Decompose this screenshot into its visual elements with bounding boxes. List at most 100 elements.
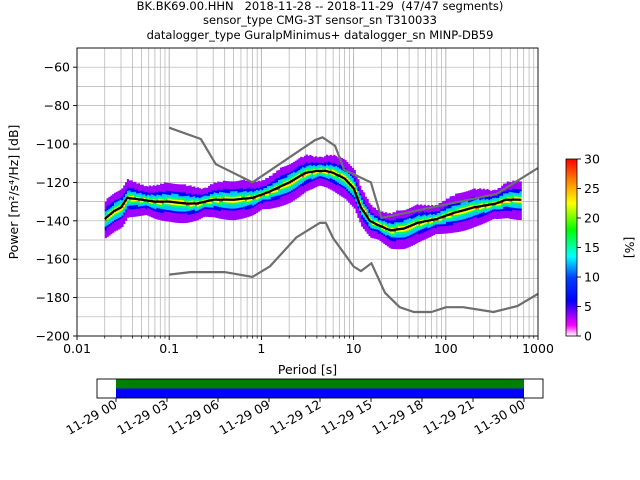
- density-cell: [226, 200, 229, 203]
- density-cell: [237, 194, 240, 197]
- density-cell: [447, 210, 450, 213]
- density-cell: [182, 195, 185, 199]
- density-cell: [397, 231, 401, 234]
- density-cell: [303, 182, 307, 185]
- density-cell: [490, 204, 493, 207]
- density-cell: [224, 182, 227, 186]
- density-cell: [160, 210, 163, 213]
- density-cell: [285, 190, 288, 193]
- density-cell: [117, 192, 120, 196]
- density-cell: [397, 241, 401, 244]
- density-cell: [115, 220, 118, 223]
- density-cell: [425, 230, 428, 233]
- density-cell: [237, 196, 240, 199]
- density-cell: [327, 157, 331, 160]
- density-cell: [416, 215, 419, 219]
- density-cell: [403, 210, 406, 213]
- density-cell: [361, 197, 364, 200]
- density-cell: [137, 194, 141, 198]
- density-cell: [126, 192, 130, 195]
- density-cell: [303, 184, 307, 187]
- density-cell: [254, 184, 257, 188]
- density-cell: [335, 190, 338, 193]
- density-cell: [160, 216, 163, 219]
- density-cell: [184, 207, 187, 210]
- density-cell: [337, 180, 340, 183]
- density-cell: [132, 205, 135, 208]
- density-cell: [493, 210, 496, 214]
- density-cell: [473, 209, 476, 212]
- density-cell: [206, 208, 209, 212]
- density-cell: [366, 231, 369, 234]
- density-cell: [231, 187, 235, 190]
- density-cell: [316, 176, 319, 179]
- density-cell: [357, 215, 360, 218]
- density-cell: [200, 192, 203, 196]
- density-cell: [414, 220, 417, 223]
- density-cell: [449, 221, 452, 224]
- density-cell: [219, 203, 222, 206]
- density-cell: [134, 214, 137, 217]
- density-cell: [300, 191, 303, 194]
- density-cell: [202, 207, 205, 210]
- density-cell: [180, 184, 183, 187]
- density-cell: [134, 206, 137, 210]
- density-cell: [233, 204, 236, 207]
- density-cell: [108, 202, 111, 205]
- density-cell: [309, 164, 312, 167]
- density-cell: [460, 229, 463, 232]
- density-cell: [185, 205, 189, 208]
- density-cell: [115, 191, 118, 195]
- density-cell: [425, 228, 428, 232]
- density-cell: [206, 201, 209, 204]
- density-cell: [174, 216, 177, 219]
- density-cell: [351, 179, 354, 182]
- density-cell: [217, 191, 220, 194]
- density-cell: [191, 196, 194, 199]
- density-cell: [182, 190, 185, 193]
- density-cell: [279, 181, 283, 184]
- density-cell: [226, 217, 229, 220]
- density-cell: [305, 162, 308, 165]
- density-cell: [469, 218, 473, 221]
- density-cell: [172, 206, 176, 210]
- density-cell: [409, 229, 412, 232]
- density-cell: [134, 195, 137, 198]
- density-cell: [515, 188, 519, 192]
- density-cell: [436, 208, 439, 212]
- density-cell: [231, 212, 235, 215]
- density-cell: [503, 208, 506, 211]
- density-cell: [278, 171, 281, 175]
- density-cell: [213, 211, 216, 214]
- density-cell: [324, 161, 327, 165]
- density-cell: [425, 209, 428, 212]
- density-cell: [163, 216, 166, 220]
- density-cell: [438, 214, 441, 217]
- density-cell: [338, 179, 342, 182]
- density-cell: [314, 167, 318, 170]
- density-cell: [178, 192, 181, 195]
- density-cell: [420, 237, 423, 240]
- density-cell: [368, 233, 371, 237]
- density-cell: [161, 214, 165, 217]
- density-cell: [113, 229, 117, 232]
- density-cell: [434, 231, 437, 235]
- density-cell: [161, 195, 165, 198]
- density-cell: [429, 234, 432, 237]
- density-cell: [379, 231, 382, 234]
- density-cell: [458, 196, 461, 200]
- density-cell: [185, 199, 189, 202]
- density-cell: [362, 205, 366, 209]
- density-cell: [329, 156, 332, 159]
- density-cell: [351, 196, 354, 199]
- density-cell: [364, 196, 367, 199]
- density-cell: [355, 180, 358, 183]
- density-cell: [265, 185, 268, 189]
- density-cell: [158, 213, 161, 217]
- density-cell: [224, 215, 227, 218]
- density-cell: [119, 210, 122, 214]
- density-cell: [119, 224, 122, 227]
- density-cell: [211, 188, 214, 191]
- density-cell: [261, 199, 264, 202]
- density-cell: [368, 230, 371, 233]
